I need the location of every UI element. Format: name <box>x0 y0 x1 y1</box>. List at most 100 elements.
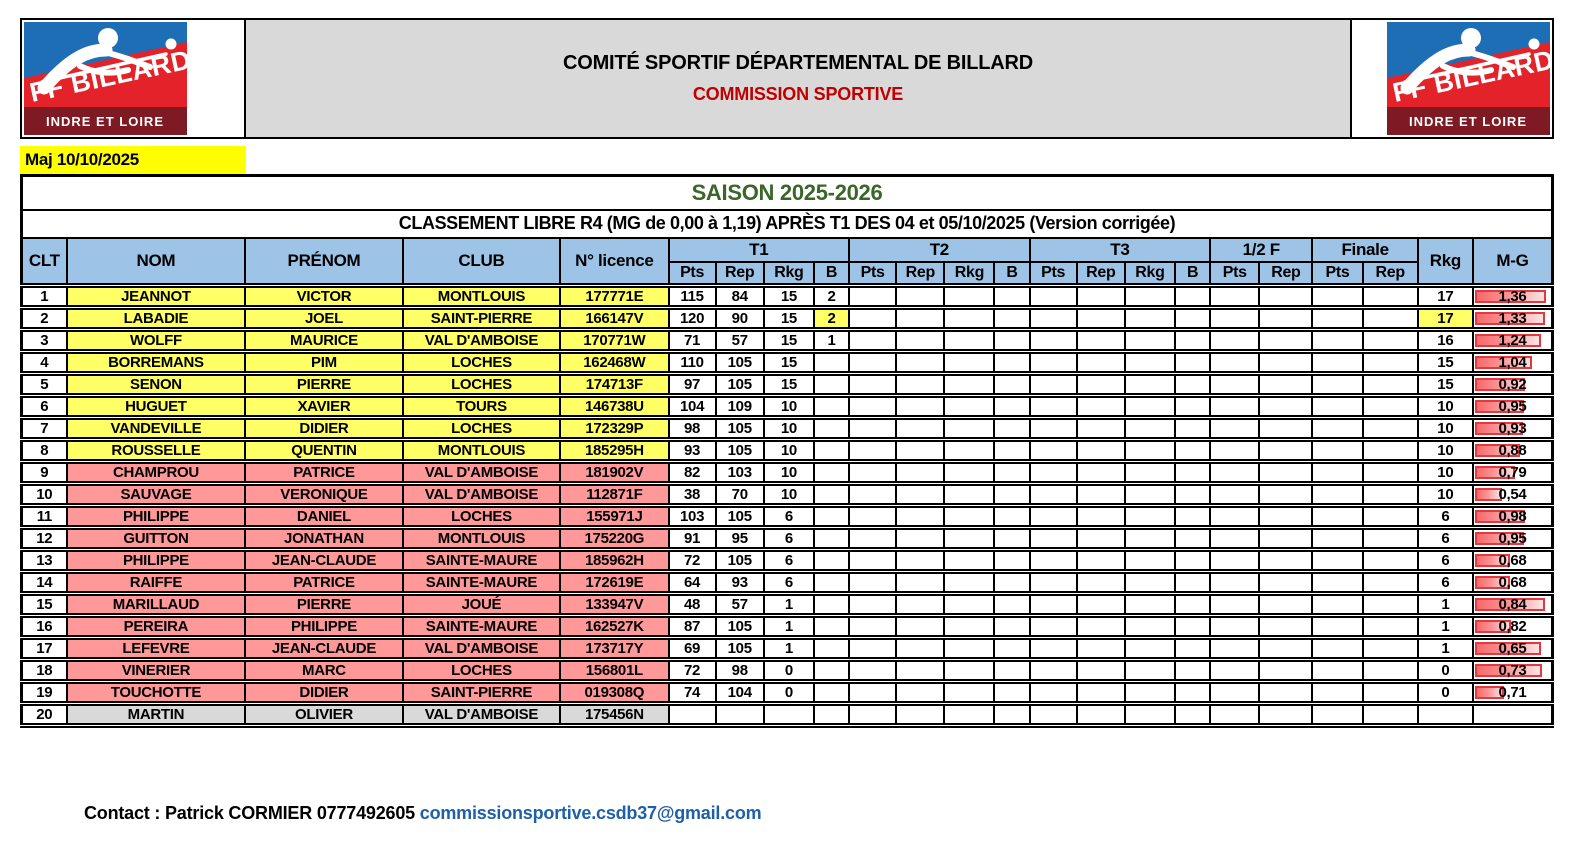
contact-email-link[interactable]: commissionsportive.csdb37@gmail.com <box>419 803 762 823</box>
col-header-mg: M-G <box>1471 236 1554 287</box>
cell-club: LOCHES <box>401 350 562 375</box>
table-row: 20 MARTIN OLIVIER VAL D'AMBOISE 175456N <box>20 702 1554 727</box>
cell-t1-rkg: 10 <box>762 416 815 441</box>
cell-rkg: 10 <box>1416 394 1474 419</box>
cell-club: VAL D'AMBOISE <box>401 460 562 485</box>
cell-finale-rep <box>1361 416 1419 441</box>
col-group-t3: T3 <box>1028 236 1212 263</box>
cell-t1-pts <box>667 702 717 727</box>
mg-value: 0,95 <box>1498 530 1527 547</box>
contact-label: Contact : Patrick CORMIER 0777492605 <box>84 803 415 823</box>
col-header-t1-rkg: Rkg <box>762 260 815 287</box>
cell-t1-rep: 84 <box>714 284 765 309</box>
cell-finale-rep <box>1361 592 1419 617</box>
cell-finale-rep <box>1361 306 1419 331</box>
mg-value: 0,65 <box>1498 640 1527 657</box>
cell-t1-b <box>812 526 851 551</box>
cell-t1-rkg: 10 <box>762 438 815 463</box>
cell-t2-rkg <box>943 438 996 463</box>
cell-finale-rep <box>1361 526 1419 551</box>
cell-mg: 0,98 <box>1471 504 1554 529</box>
cell-t1-rkg: 6 <box>762 548 815 573</box>
cell-t3-pts <box>1028 394 1078 419</box>
cell-t2-rep <box>895 702 946 727</box>
table-row: 12 GUITTON JONATHAN MONTLOUIS 175220G 91… <box>20 526 1554 551</box>
cell-finale-pts <box>1311 592 1364 617</box>
cell-prenom: PATRICE <box>244 570 404 595</box>
cell-club: MONTLOUIS <box>401 438 562 463</box>
cell-licence: 173717Y <box>559 636 670 661</box>
cell-t1-rkg: 15 <box>762 306 815 331</box>
cell-t1-pts: 69 <box>667 636 717 661</box>
cell-mg: 0,82 <box>1471 614 1554 639</box>
cell-rank: 8 <box>20 438 68 463</box>
cell-t1-b <box>812 636 851 661</box>
cell-club: TOURS <box>401 394 562 419</box>
cell-finale-rep <box>1361 636 1419 661</box>
cell-t3-rkg <box>1123 306 1177 331</box>
cell-t2-b <box>993 372 1031 397</box>
cell-t3-b <box>1174 438 1212 463</box>
cell-t2-pts <box>848 328 898 353</box>
cell-rkg: 6 <box>1416 526 1474 551</box>
cell-t1-rep: 104 <box>714 680 765 705</box>
cell-rkg: 1 <box>1416 636 1474 661</box>
cell-t1-pts: 64 <box>667 570 717 595</box>
cell-prenom: MAURICE <box>244 328 404 353</box>
cell-club: SAINTE-MAURE <box>401 548 562 573</box>
cell-t1-rkg: 1 <box>762 592 815 617</box>
cell-t1-b: 2 <box>812 306 851 331</box>
ranking-table-body: 1 JEANNOT VICTOR MONTLOUIS 177771E 115 8… <box>20 284 1554 727</box>
cell-t2-rkg <box>943 548 996 573</box>
cell-mg: 0,92 <box>1471 372 1554 397</box>
col-header-t3-b: B <box>1174 260 1212 287</box>
table-row: 16 PEREIRA PHILIPPE SAINTE-MAURE 162527K… <box>20 614 1554 639</box>
cell-t3-rkg <box>1123 438 1177 463</box>
cell-demi-pts <box>1209 394 1261 419</box>
mg-databar <box>1474 312 1546 325</box>
cell-t3-rep <box>1075 614 1126 639</box>
mg-databar <box>1474 466 1516 479</box>
cell-finale-rep <box>1361 548 1419 573</box>
mg-databar <box>1474 356 1533 369</box>
cell-t2-rep <box>895 438 946 463</box>
mg-value: 0,54 <box>1498 486 1527 503</box>
cell-t2-b <box>993 526 1031 551</box>
mg-databar <box>1474 488 1503 501</box>
cell-t1-pts: 104 <box>667 394 717 419</box>
cell-t3-rkg <box>1123 548 1177 573</box>
cell-demi-pts <box>1209 438 1261 463</box>
cell-demi-rep <box>1258 438 1314 463</box>
cell-t3-pts <box>1028 284 1078 309</box>
cell-nom: MARTIN <box>65 702 247 727</box>
cell-finale-rep <box>1361 460 1419 485</box>
cell-demi-pts <box>1209 504 1261 529</box>
table-row: 13 PHILIPPE JEAN-CLAUDE SAINTE-MAURE 185… <box>20 548 1554 573</box>
cell-t3-b <box>1174 328 1212 353</box>
cell-t3-rep <box>1075 350 1126 375</box>
cell-t1-pts: 98 <box>667 416 717 441</box>
cell-demi-rep <box>1258 702 1314 727</box>
cell-t2-rep <box>895 592 946 617</box>
cell-finale-rep <box>1361 658 1419 683</box>
col-header-finale-rep: Rep <box>1361 260 1419 287</box>
cell-t3-pts <box>1028 592 1078 617</box>
classement-subtitle: CLASSEMENT LIBRE R4 (MG de 0,00 à 1,19) … <box>20 208 1554 239</box>
cell-t3-b <box>1174 306 1212 331</box>
cell-finale-rep <box>1361 614 1419 639</box>
cell-t2-b <box>993 680 1031 705</box>
cell-nom: LABADIE <box>65 306 247 331</box>
mg-databar <box>1474 510 1526 523</box>
cell-t2-b <box>993 548 1031 573</box>
logo-region-text: INDRE ET LOIRE <box>1409 114 1527 129</box>
cell-t1-rep <box>714 702 765 727</box>
cell-t2-rkg <box>943 372 996 397</box>
cell-t2-pts <box>848 570 898 595</box>
cell-t1-pts: 71 <box>667 328 717 353</box>
cell-rkg: 15 <box>1416 350 1474 375</box>
cell-t2-rkg <box>943 482 996 507</box>
cell-t1-pts: 87 <box>667 614 717 639</box>
cell-demi-pts <box>1209 680 1261 705</box>
cell-prenom: DIDIER <box>244 416 404 441</box>
cell-t1-b <box>812 504 851 529</box>
